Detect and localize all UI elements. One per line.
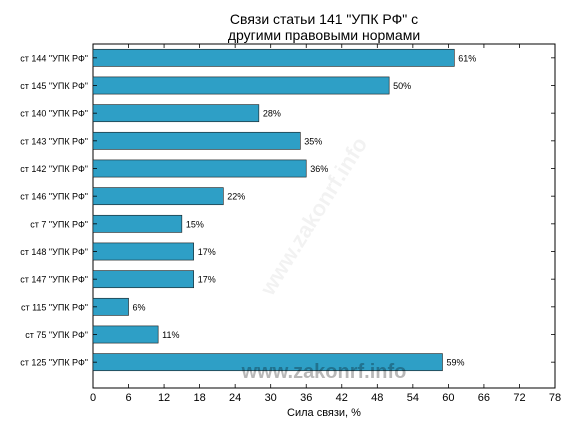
bar <box>92 242 194 261</box>
category-label: ст 143 "УПК РФ" <box>20 136 88 146</box>
x-tick-label: 78 <box>549 392 561 404</box>
bar-value-label: 28% <box>263 109 281 119</box>
bar <box>92 104 260 123</box>
x-axis-label: Сила связи, % <box>287 407 361 419</box>
bar <box>92 48 455 67</box>
x-tick-label: 42 <box>336 392 348 404</box>
x-tick-label: 66 <box>478 392 490 404</box>
bar <box>92 159 307 178</box>
x-tick-label: 60 <box>442 392 454 404</box>
bar <box>92 214 183 233</box>
diagonal-watermark: www.zakonrf.info <box>254 133 372 301</box>
category-label: ст 125 "УПК РФ" <box>20 358 88 368</box>
bar-value-label: 17% <box>198 247 216 257</box>
x-tick-label: 36 <box>300 392 312 404</box>
category-label: ст 146 "УПК РФ" <box>20 192 88 202</box>
bar-value-label: 11% <box>162 330 179 340</box>
site-watermark: www.zakonrf.info <box>241 361 407 383</box>
bar-value-label: 15% <box>186 219 204 229</box>
category-label: ст 148 "УПК РФ" <box>20 247 88 257</box>
category-label: ст 75 "УПК РФ" <box>25 330 88 340</box>
bar-value-label: 6% <box>133 302 146 312</box>
x-tick-label: 0 <box>90 392 96 404</box>
x-tick-label: 30 <box>265 392 277 404</box>
chart-title-line-2: другими правовыми нормами <box>228 27 420 43</box>
category-label: ст 145 "УПК РФ" <box>20 81 88 91</box>
bar-value-label: 36% <box>310 164 328 174</box>
bar <box>92 270 194 289</box>
category-label: ст 147 "УПК РФ" <box>20 275 88 285</box>
category-label: ст 115 "УПК РФ" <box>21 302 88 312</box>
x-tick-label: 18 <box>193 392 205 404</box>
category-label: ст 140 "УПК РФ" <box>20 109 88 119</box>
bar <box>92 325 159 344</box>
bar-value-label: 17% <box>198 275 216 285</box>
x-tick-label: 12 <box>158 392 170 404</box>
bar <box>92 131 301 150</box>
bar-value-label: 22% <box>227 192 245 202</box>
x-tick-label: 6 <box>125 392 131 404</box>
category-label: ст 144 "УПК РФ" <box>20 53 88 63</box>
category-label: ст 7 "УПК РФ" <box>30 219 88 229</box>
bar <box>92 297 129 316</box>
bar-value-label: 50% <box>393 81 411 91</box>
x-tick-label: 48 <box>371 392 383 404</box>
bar-value-label: 59% <box>446 358 464 368</box>
x-tick-label: 54 <box>407 392 419 404</box>
category-label: ст 142 "УПК РФ" <box>20 164 88 174</box>
x-tick-label: 72 <box>513 392 525 404</box>
bar <box>92 187 224 206</box>
bar <box>92 76 390 95</box>
bar-value-label: 61% <box>458 53 476 63</box>
bar-value-label: 35% <box>304 136 322 146</box>
chart-title-line-1: Связи статьи 141 "УПК РФ" с <box>230 11 418 27</box>
x-tick-label: 24 <box>229 392 241 404</box>
